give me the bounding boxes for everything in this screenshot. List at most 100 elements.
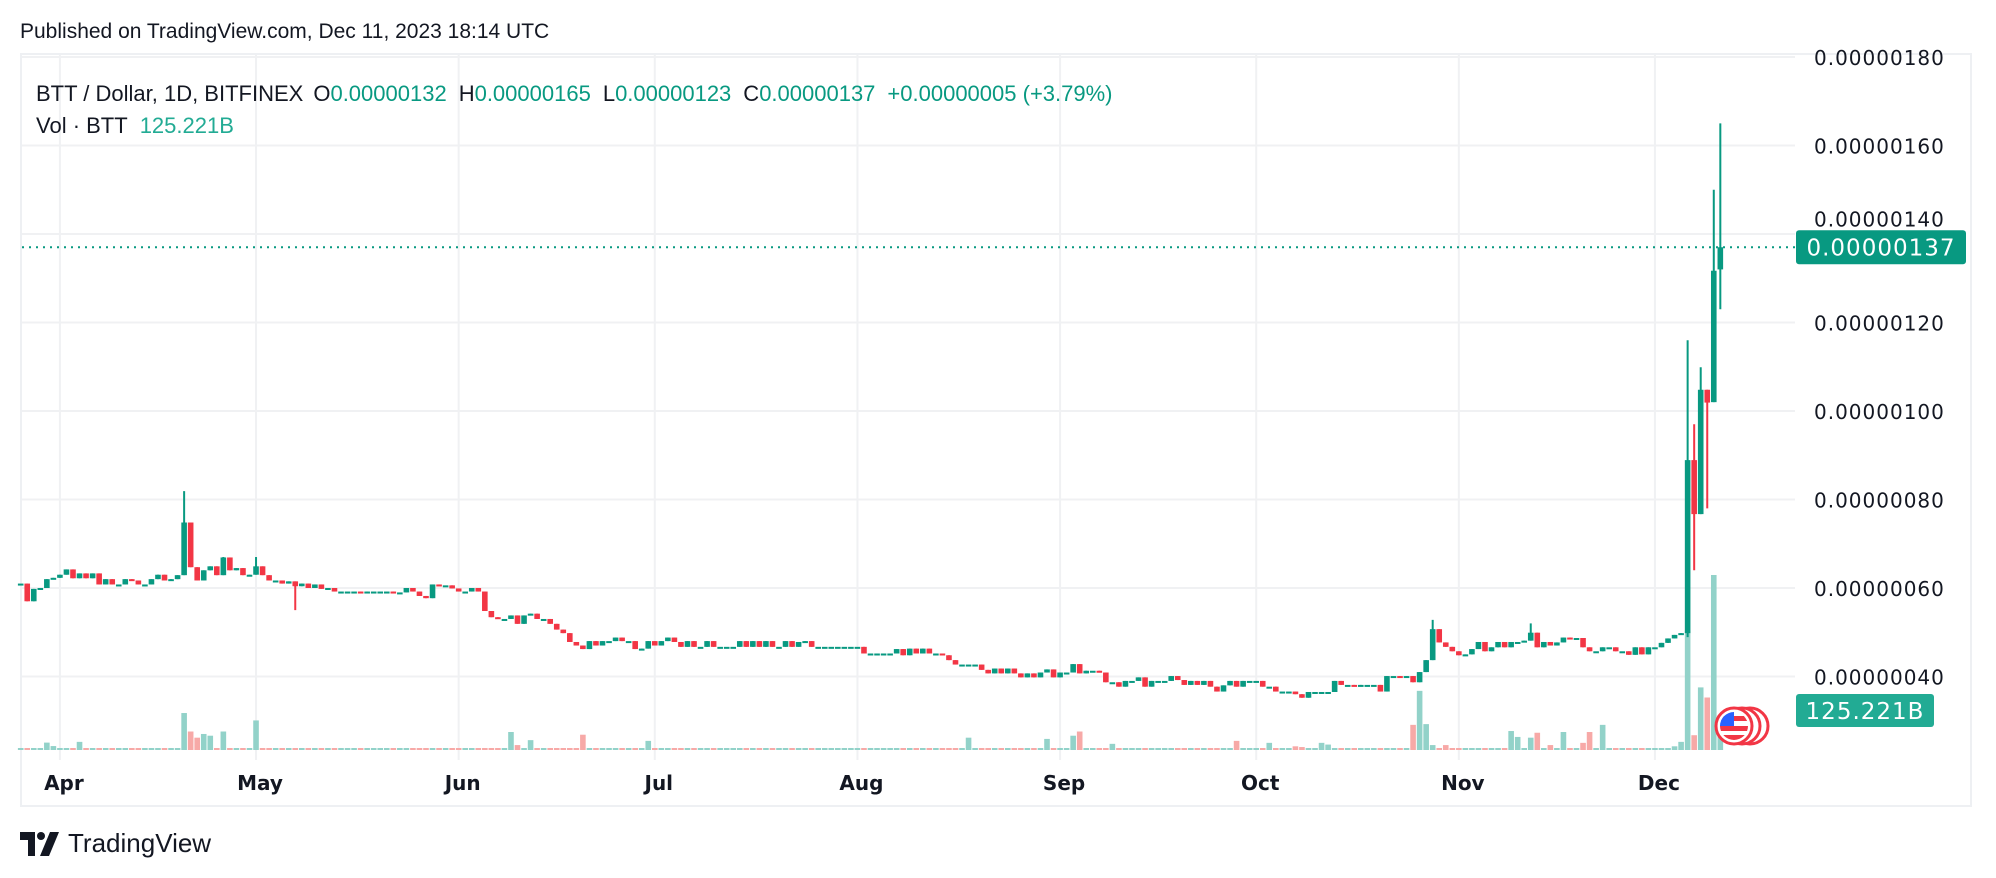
volume-bar	[233, 748, 240, 750]
candle	[331, 588, 338, 592]
volume-bar	[671, 748, 678, 750]
candle	[1253, 680, 1259, 683]
candle-body	[1286, 691, 1292, 694]
candle-body	[449, 585, 455, 589]
candle-body	[769, 641, 776, 647]
candle-body	[161, 574, 168, 581]
close-value: 0.00000137	[759, 81, 876, 106]
volume-bar	[638, 748, 645, 750]
candle	[1070, 664, 1076, 673]
svg-text:125.221B: 125.221B	[1806, 699, 1925, 725]
volume-bar	[750, 748, 756, 750]
volume-bar	[1161, 748, 1168, 750]
candle	[553, 623, 560, 630]
candle-body	[1717, 247, 1724, 270]
candle-body	[560, 629, 567, 634]
candle	[978, 664, 985, 670]
volume-bar	[475, 748, 482, 750]
volume-bar	[1534, 732, 1541, 750]
candle-body	[638, 648, 645, 651]
candle-body	[691, 641, 697, 647]
volume-bar	[567, 748, 573, 750]
candle	[44, 579, 50, 588]
candle	[1292, 691, 1299, 695]
candle	[678, 641, 684, 647]
candle-body	[1521, 640, 1528, 643]
tradingview-logo[interactable]: TradingView	[20, 828, 211, 859]
volume-bar	[514, 745, 521, 750]
candle-body	[377, 591, 384, 594]
candle-body	[991, 668, 998, 674]
volume-bar	[1665, 748, 1671, 750]
volume-bar	[305, 748, 312, 750]
candle	[1279, 691, 1286, 694]
volume-bar	[684, 748, 691, 750]
volume-bar	[1233, 740, 1240, 750]
volume-bar	[658, 748, 665, 750]
candle-body	[109, 579, 116, 585]
candle-body	[351, 591, 357, 594]
candle	[658, 641, 665, 646]
volume-bar	[168, 748, 174, 750]
volume-bar	[848, 748, 854, 750]
candle	[1338, 680, 1344, 685]
candle	[1344, 684, 1351, 687]
volume-bar	[913, 748, 920, 750]
us-flag-event-icon[interactable]	[1714, 706, 1770, 746]
price-tick-label: 0.00000080	[1814, 489, 1945, 513]
candle	[318, 584, 325, 589]
candle-body	[253, 566, 259, 575]
candle	[619, 637, 625, 642]
candle	[37, 588, 44, 590]
candle	[495, 617, 501, 620]
candle-body	[416, 591, 423, 596]
candle	[370, 591, 377, 594]
candle-body	[1541, 641, 1547, 648]
candle-body	[1377, 684, 1384, 692]
candle-body	[684, 641, 691, 647]
volume-bar	[1129, 748, 1135, 750]
volume-bar	[1312, 748, 1318, 750]
candle	[1403, 676, 1410, 679]
candle-body	[1390, 676, 1397, 679]
candle-body	[710, 641, 717, 647]
candle-body	[76, 573, 83, 579]
candle-body	[1527, 632, 1534, 641]
volume-bar	[1645, 748, 1652, 750]
candle-body	[527, 613, 534, 616]
volume-title[interactable]: Vol · BTT	[36, 113, 128, 138]
candle	[1116, 682, 1122, 687]
volume-bar	[828, 748, 835, 750]
candle-body	[89, 573, 96, 579]
candles	[17, 123, 1724, 698]
candle	[567, 633, 573, 642]
volume-bar	[1612, 748, 1619, 750]
candle-body	[390, 591, 397, 594]
candle	[874, 653, 880, 656]
price-tick-label: 0.00000040	[1814, 666, 1945, 690]
candle-body	[854, 646, 861, 649]
candle-body	[998, 668, 1005, 674]
volume-bar	[181, 713, 187, 750]
candle	[861, 646, 867, 654]
candle-body	[665, 637, 671, 642]
candle	[1096, 670, 1103, 673]
symbol-title[interactable]: BTT / Dollar, 1D, BITFINEX	[36, 81, 304, 106]
candle	[1684, 340, 1691, 638]
volume-bar	[665, 748, 671, 750]
volume-bar	[259, 748, 266, 750]
volume-bar	[351, 748, 357, 750]
candle-body	[305, 583, 312, 588]
volume-bar	[1174, 748, 1181, 750]
candle-body	[1449, 646, 1456, 652]
candle-body	[985, 669, 991, 674]
candle	[1593, 651, 1599, 654]
volume-bar	[645, 740, 652, 750]
candle-body	[704, 641, 710, 647]
volume-bar	[246, 748, 253, 750]
candle-body	[83, 573, 89, 579]
candle	[1331, 680, 1338, 692]
volume-bar	[50, 746, 57, 750]
candle	[1423, 660, 1429, 673]
